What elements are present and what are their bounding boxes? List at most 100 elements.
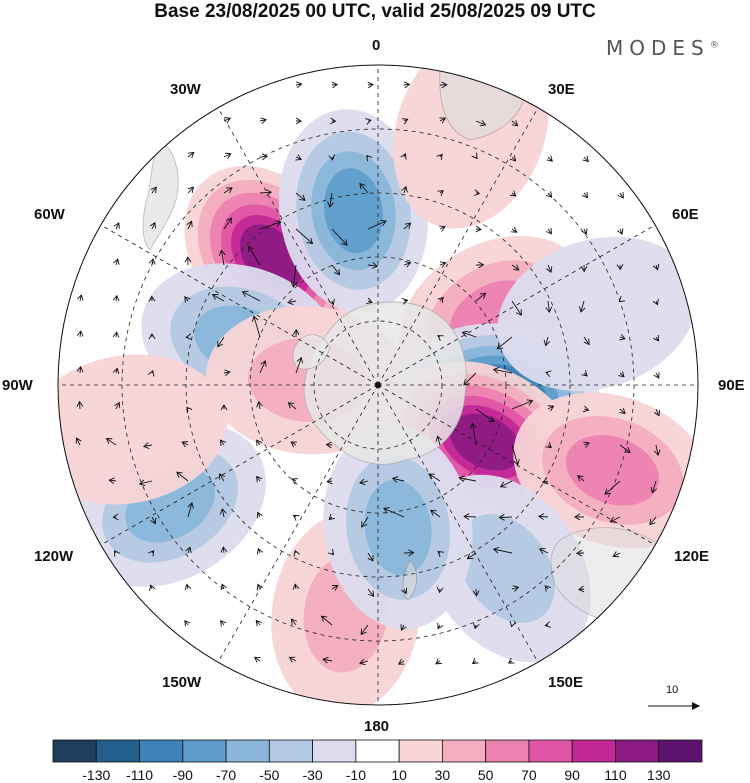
- wind-arrow: [185, 333, 192, 341]
- wind-arrow: [617, 192, 624, 199]
- wind-arrow: [472, 588, 480, 597]
- colorbar-segment: [139, 739, 184, 763]
- wind-arrow: [287, 298, 297, 305]
- wind-arrow: [290, 618, 298, 626]
- colorbar-tick-label: 10: [391, 767, 407, 783]
- colorbar-segment: [528, 739, 573, 763]
- lon-label-60e: 60E: [672, 206, 699, 223]
- wind-arrow: [400, 152, 407, 160]
- lon-label-90w: 90W: [2, 377, 33, 394]
- wind-arrow: [511, 444, 520, 466]
- wind-arrow: [544, 621, 552, 628]
- wind-arrow: [366, 297, 373, 304]
- colorbar-tick-label: -30: [302, 767, 323, 783]
- wind-arrow: [577, 475, 585, 482]
- lon-label-60w: 60W: [34, 206, 65, 223]
- wind-arrow: [511, 264, 520, 271]
- wind-arrow: [576, 549, 585, 557]
- colorbar-segment: [95, 739, 140, 763]
- south-pole-marker: [375, 382, 381, 388]
- wind-arrow: [186, 220, 193, 230]
- colorbar-segment: [485, 739, 530, 763]
- wind-arrow: [435, 435, 443, 446]
- wind-arrow: [428, 473, 441, 482]
- wind-arrow: [537, 513, 549, 521]
- colorbar-tick-label: 50: [477, 767, 494, 783]
- wind-arrow: [463, 372, 477, 386]
- wind-arrow: [653, 444, 661, 457]
- wind-arrow: [652, 263, 660, 271]
- wind-arrow: [400, 624, 407, 631]
- wind-arrow: [439, 225, 446, 232]
- wind-arrow: [574, 513, 585, 521]
- wind-vectors: [75, 81, 661, 666]
- wind-arrow: [149, 584, 156, 591]
- wind-arrow: [367, 552, 374, 562]
- lon-label-30w: 30W: [170, 81, 201, 98]
- wind-arrow: [580, 264, 588, 273]
- wind-arrow: [508, 657, 515, 664]
- wind-arrow: [184, 256, 192, 266]
- wind-arrow: [617, 228, 624, 235]
- meridian-line: [217, 107, 379, 386]
- wind-arrow: [331, 81, 338, 89]
- wind-arrow: [436, 153, 443, 161]
- wind-arrow: [498, 513, 513, 521]
- wind-arrow: [650, 480, 658, 494]
- wind-arrow: [251, 315, 261, 338]
- wind-arrow: [581, 370, 588, 377]
- map-border: [57, 64, 699, 706]
- colorbar-tick-label: -130: [82, 767, 111, 783]
- wind-arrow: [176, 471, 189, 482]
- wind-arrow: [256, 475, 263, 483]
- wind-arrow: [618, 371, 625, 378]
- wind-arrow: [359, 182, 369, 194]
- wind-arrow: [295, 356, 303, 374]
- wind-arrow: [473, 189, 481, 197]
- wind-arrow: [365, 118, 372, 125]
- wind-arrow: [295, 192, 306, 201]
- wind-arrow: [290, 441, 297, 448]
- wind-arrow: [220, 404, 228, 411]
- wind-arrow: [583, 441, 590, 448]
- wind-arrow: [367, 262, 379, 269]
- wind-arrow: [259, 153, 269, 161]
- wind-arrow: [509, 620, 517, 628]
- wind-arrow: [259, 117, 267, 125]
- wind-arrow: [187, 186, 194, 194]
- wind-arrow: [461, 330, 477, 338]
- wind-arrow: [150, 516, 157, 525]
- modes-logo: MODES®: [606, 36, 719, 60]
- lon-label-120w: 120W: [34, 548, 74, 565]
- wind-arrow: [473, 622, 480, 630]
- wind-arrow: [295, 228, 314, 245]
- wind-arrow: [360, 624, 369, 636]
- colorbar-segment: [268, 739, 314, 763]
- graticule: [58, 65, 698, 705]
- wind-arrow: [211, 293, 225, 302]
- wind-arrow: [653, 334, 660, 342]
- wind-arrow: [582, 405, 590, 413]
- lon-label-30e: 30E: [548, 81, 575, 98]
- wind-arrow: [320, 615, 333, 626]
- wind-arrow: [583, 336, 590, 346]
- wind-arrow: [475, 225, 482, 233]
- wind-arrow: [327, 548, 335, 556]
- wind-arrow: [114, 401, 121, 410]
- meridian-line: [377, 384, 539, 663]
- wind-arrow: [181, 441, 189, 448]
- wind-arrow: [148, 333, 156, 340]
- wind-arrow: [330, 117, 337, 125]
- meridian-line: [377, 224, 656, 386]
- wind-arrow: [331, 264, 341, 276]
- wind-arrow: [113, 222, 120, 230]
- wind-arrow: [653, 408, 661, 417]
- anomaly-neg-0-10w: [278, 109, 429, 313]
- wind-arrow: [217, 336, 225, 348]
- colorbar-tick-label: -70: [215, 767, 237, 783]
- wind-arrow: [220, 620, 227, 627]
- colorbar-tick-label: -10: [345, 767, 366, 783]
- wind-arrow: [436, 586, 444, 594]
